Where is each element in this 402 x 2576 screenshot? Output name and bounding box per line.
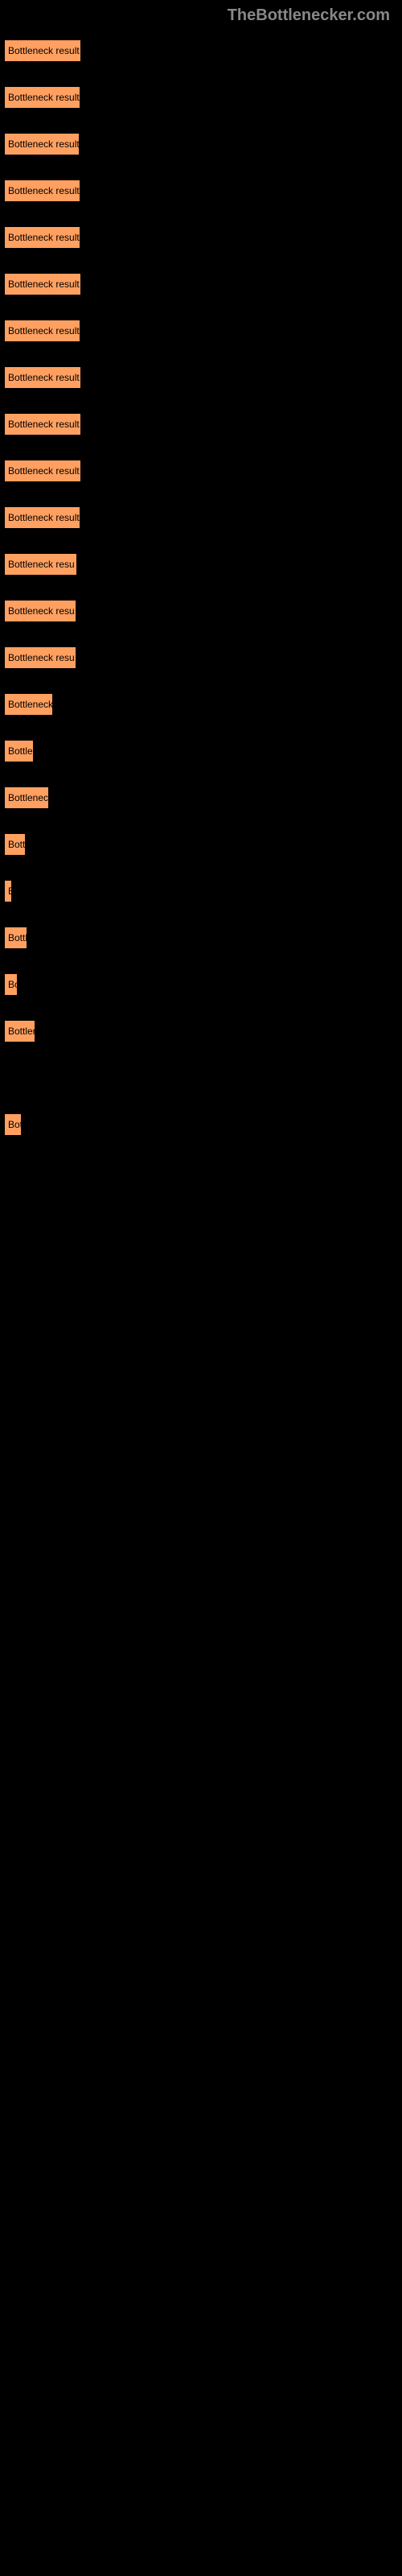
bar: Bottle — [4, 740, 34, 762]
bar: Bottl — [4, 927, 27, 949]
bar-row: B — [4, 880, 398, 902]
bar: Bottleneck result — [4, 133, 80, 155]
site-header: TheBottlenecker.com — [0, 0, 402, 31]
bar-row: Bottlenec — [4, 786, 398, 809]
bar-label: Bottleneck result — [8, 325, 80, 336]
bar-row: Bottleneck result — [4, 133, 398, 155]
bar-row: Bottleneck result — [4, 366, 398, 389]
bar: Bottleneck result — [4, 460, 81, 482]
bar-label: Bottleneck resu — [8, 652, 75, 663]
bar-row: Bottl — [4, 927, 398, 949]
bar: Bottleneck — [4, 693, 53, 716]
bar-row: Bottleneck result — [4, 413, 398, 436]
bar: Bottlenec — [4, 786, 49, 809]
bar-label: Bottleneck result — [8, 138, 80, 150]
bar: Bottleneck result — [4, 226, 80, 249]
bar: Bottleneck resu — [4, 646, 76, 669]
bar-label: Bottleneck resu — [8, 605, 75, 617]
bar-label: Bottleneck result — [8, 372, 80, 383]
bar-row: Bottleneck — [4, 693, 398, 716]
bar: B — [4, 880, 12, 902]
bar: Bottleneck resu — [4, 553, 77, 576]
bar-label: Bottle — [8, 745, 33, 757]
bar-label: Bottleneck result — [8, 465, 80, 477]
bar: Bottleneck result — [4, 86, 80, 109]
bar-label: Bottlenec — [8, 792, 48, 803]
bar-label: Bott — [8, 839, 25, 850]
bar-label: Bottleneck result — [8, 92, 80, 103]
bar-label: B — [8, 886, 12, 897]
bar-row: Bottleneck result — [4, 180, 398, 202]
bar: Bottleneck result — [4, 273, 81, 295]
bar-row: Bottleneck result — [4, 320, 398, 342]
bar-label: Bot — [8, 1119, 22, 1130]
bar-row: Bottle — [4, 740, 398, 762]
bar-label: Bottler — [8, 1026, 35, 1037]
bar: Bo — [4, 973, 18, 996]
bar: Bottler — [4, 1020, 35, 1042]
bar-row: Bottleneck resu — [4, 646, 398, 669]
bar-label: Bottleneck — [8, 699, 53, 710]
bar-label: Bottleneck result — [8, 232, 80, 243]
bar-label: Bottleneck result — [8, 45, 80, 56]
bar-row: Bottleneck result — [4, 273, 398, 295]
bar-row: Bottleneck resu — [4, 553, 398, 576]
bar-label: Bo — [8, 979, 18, 990]
bar-label: Bottleneck result — [8, 419, 80, 430]
bar-row: Bottleneck result — [4, 506, 398, 529]
bar-row: Bo — [4, 973, 398, 996]
bar-row — [4, 1067, 398, 1089]
bar-row: Bott — [4, 833, 398, 856]
bar-row: Bottleneck resu — [4, 600, 398, 622]
bar: Bottleneck result — [4, 366, 81, 389]
bar-label: Bottl — [8, 932, 27, 943]
bar-label: Bottleneck result — [8, 512, 80, 523]
bar-label: Bottleneck result — [8, 279, 80, 290]
bar-row: Bottleneck result — [4, 460, 398, 482]
chart-container: Bottleneck result Bottleneck result Bottle… — [0, 31, 402, 1168]
bar: Bottleneck result — [4, 320, 80, 342]
bar-row: Bottleneck result — [4, 226, 398, 249]
bar-row: Bottleneck result — [4, 39, 398, 62]
site-title: TheBottlenecker.com — [228, 6, 390, 24]
bar-label: Bottleneck resu — [8, 559, 75, 570]
bar-label: Bottleneck result — [8, 185, 80, 196]
bar: Bottleneck result — [4, 413, 81, 436]
bar — [4, 1067, 6, 1089]
bar: Bottleneck resu — [4, 600, 76, 622]
bar: Bot — [4, 1113, 22, 1136]
bar-row: Bottleneck result — [4, 86, 398, 109]
bar: Bottleneck result — [4, 39, 81, 62]
bar-row: Bottler — [4, 1020, 398, 1042]
bar: Bott — [4, 833, 26, 856]
bar: Bottleneck result — [4, 506, 80, 529]
bar: Bottleneck result — [4, 180, 80, 202]
bar-row: Bot — [4, 1113, 398, 1136]
